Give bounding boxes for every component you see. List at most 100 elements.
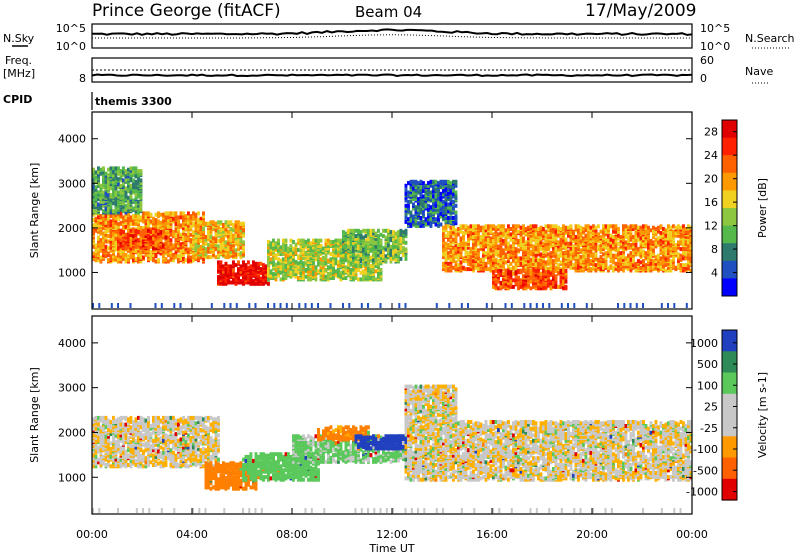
range-gate-cell — [537, 260, 540, 265]
range-gate-cell — [634, 248, 638, 253]
range-gate-cell — [592, 228, 595, 233]
range-gate-cell — [99, 246, 103, 251]
range-gate-cell — [189, 214, 193, 219]
range-gate-cell — [269, 241, 273, 246]
range-gate-cell — [612, 257, 615, 262]
range-gate-cell — [164, 231, 168, 236]
range-gate-cell — [577, 235, 580, 239]
range-gate-cell — [497, 239, 500, 243]
range-gate-cell — [512, 237, 515, 242]
range-gate-cell — [282, 238, 285, 243]
radar-cells — [92, 166, 693, 308]
range-gate-cell — [214, 221, 218, 226]
range-gate-cell — [579, 233, 583, 238]
range-gate-cell — [212, 247, 215, 252]
range-gate-cell — [407, 194, 410, 199]
range-gate-cell — [152, 232, 155, 237]
range-gate-cell — [132, 234, 135, 239]
range-gate-cell — [164, 211, 168, 216]
range-gate-cell — [504, 260, 508, 265]
freq-label: Freq. — [5, 54, 32, 67]
range-gate-cell — [372, 276, 375, 280]
range-gate-cell — [432, 210, 435, 215]
range-gate-cell — [517, 248, 520, 253]
range-gate-cell — [194, 224, 198, 229]
range-gate-cell — [574, 239, 578, 243]
range-gate-cell — [169, 242, 173, 247]
range-gate-cell — [672, 260, 675, 265]
range-gate-cell — [197, 211, 200, 216]
range-gate-cell — [227, 229, 230, 234]
range-gate-cell — [259, 261, 263, 266]
range-gate-cell — [507, 224, 510, 229]
range-gate-cell — [112, 232, 115, 237]
range-gate-cell — [374, 244, 378, 249]
range-gate-cell — [132, 219, 135, 224]
range-gate-cell — [432, 202, 435, 207]
range-gate-cell — [414, 193, 418, 198]
range-gate-cell — [537, 232, 540, 237]
range-gate-cell — [559, 227, 563, 231]
range-gate-cell — [367, 243, 370, 248]
range-gate-cell — [474, 265, 478, 270]
range-gate-cell — [134, 232, 138, 237]
range-gate-cell — [134, 212, 138, 217]
range-gate-cell — [647, 257, 650, 262]
range-gate-cell — [469, 255, 473, 260]
range-gate-cell — [367, 231, 370, 236]
range-gate-cell — [582, 251, 585, 256]
range-gate-cell — [304, 250, 308, 255]
range-gate-cell — [352, 240, 355, 245]
range-gate-cell — [402, 252, 405, 257]
range-gate-cell — [502, 224, 505, 229]
range-gate-cell — [469, 267, 473, 272]
range-gate-cell — [567, 253, 570, 258]
range-gate-cell — [647, 260, 650, 265]
range-gate-cell — [287, 268, 290, 272]
range-gate-cell — [502, 260, 505, 265]
range-gate-cell — [397, 250, 400, 255]
range-gate-cell — [389, 247, 393, 252]
range-gate-cell — [449, 249, 453, 254]
range-gate-cell — [159, 244, 163, 249]
range-gate-cell — [642, 259, 645, 264]
range-gate-cell — [524, 240, 528, 245]
range-gate-cell — [264, 280, 268, 285]
range-gate-cell — [587, 224, 590, 229]
range-gate-cell — [452, 252, 455, 257]
range-gate-cell — [224, 261, 228, 266]
range-gate-cell — [164, 220, 168, 225]
range-gate-cell — [669, 268, 673, 273]
range-gate-cell — [559, 240, 563, 245]
range-gate-cell — [427, 190, 430, 195]
range-gate-cell — [677, 263, 680, 268]
range-gate-cell — [114, 255, 118, 260]
range-gate-cell — [389, 259, 393, 264]
range-gate-cell — [234, 240, 238, 245]
range-gate-cell — [434, 217, 438, 222]
range-gate-cell — [622, 232, 625, 237]
range-gate-cell — [344, 265, 348, 270]
range-gate-cell — [407, 181, 410, 186]
range-gate-cell — [647, 245, 650, 250]
range-gate-cell — [377, 234, 380, 239]
range-gate-cell — [339, 261, 343, 266]
range-gate-cell — [577, 265, 580, 270]
range-gate-cell — [497, 249, 500, 254]
range-gate-cell — [197, 218, 200, 223]
range-gate-cell — [377, 228, 380, 233]
range-gate-cell — [559, 247, 563, 252]
range-gate-cell — [472, 231, 475, 235]
range-gate-cell — [384, 242, 388, 247]
range-gate-cell — [647, 252, 650, 257]
range-gate-cell — [677, 252, 680, 257]
range-gate-cell — [124, 256, 128, 261]
range-gate-cell — [502, 232, 505, 237]
range-gate-cell — [579, 243, 583, 247]
range-gate-cell — [517, 224, 520, 229]
range-gate-cell — [527, 225, 530, 230]
range-gate-cell — [137, 258, 140, 263]
range-gate-cell — [362, 269, 365, 274]
range-gate-cell — [447, 231, 450, 235]
range-gate-cell — [582, 268, 585, 273]
